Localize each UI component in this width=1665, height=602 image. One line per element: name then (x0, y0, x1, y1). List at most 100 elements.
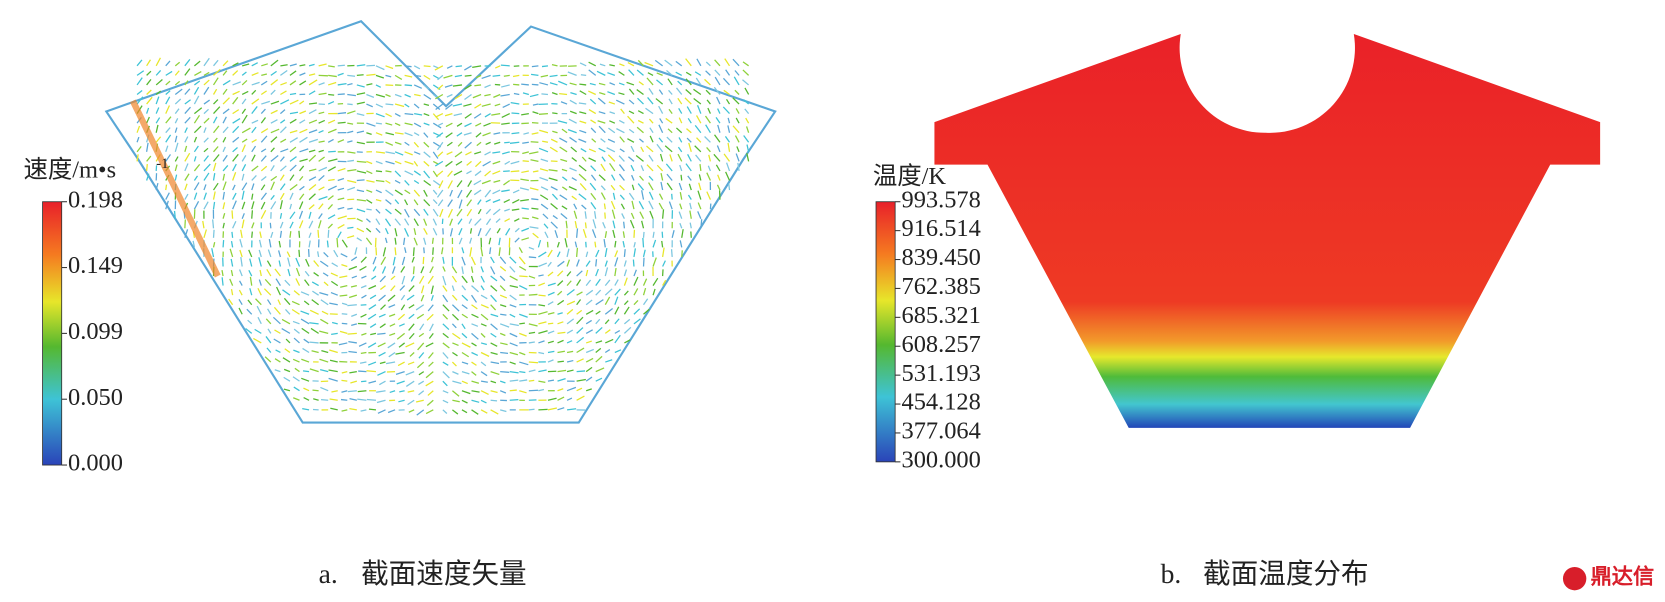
vector-arrow (405, 342, 415, 348)
vector-arrow (501, 113, 511, 119)
vector-arrow (360, 351, 367, 355)
vector-arrow (423, 132, 429, 138)
vector-arrow (349, 370, 357, 374)
vector-arrow (299, 165, 305, 172)
vector-arrow (269, 222, 272, 229)
vector-arrow (522, 160, 529, 163)
vector-arrow (232, 192, 237, 200)
vector-arrow (415, 399, 424, 403)
vector-arrow (258, 249, 262, 258)
vector-arrow (638, 81, 644, 86)
vector-arrow (480, 351, 490, 357)
vector-arrow (499, 266, 507, 272)
vector-arrow (585, 251, 589, 258)
vector-arrow (413, 170, 421, 176)
vector-arrow (347, 169, 357, 172)
vector-arrow (247, 299, 253, 306)
vector-arrow (510, 102, 520, 105)
vector-arrow (514, 227, 520, 233)
vector-arrow (474, 151, 482, 155)
vector-arrow (423, 227, 428, 235)
vector-arrow (381, 266, 387, 274)
vector-arrow (538, 369, 547, 373)
vector-arrow (165, 60, 171, 67)
vector-arrow (618, 71, 625, 76)
vector-arrow (469, 247, 473, 257)
vector-arrow (633, 229, 636, 238)
vector-arrow (594, 241, 597, 248)
vector-arrow (313, 272, 319, 277)
vector-arrow (404, 122, 413, 126)
vector-arrow (248, 269, 253, 277)
vector-arrow (261, 63, 268, 67)
vector-arrow (358, 370, 367, 373)
vector-arrow (485, 208, 492, 215)
vector-arrow (426, 313, 434, 321)
vector-arrow (588, 148, 596, 153)
vector-arrow (270, 79, 279, 86)
vector-arrow (458, 199, 463, 209)
vector-arrow (570, 146, 578, 153)
vector-arrow (413, 189, 421, 197)
vector-arrow (499, 332, 506, 337)
vector-arrow (337, 177, 345, 182)
vector-arrow (578, 173, 587, 181)
vector-arrow (404, 112, 414, 116)
vector-arrow (418, 352, 425, 359)
vector-arrow (559, 92, 568, 96)
vector-arrow (213, 137, 218, 143)
vector-arrow (310, 327, 319, 334)
vector-arrow (605, 359, 613, 363)
vector-arrow (512, 199, 520, 204)
vector-arrow (458, 237, 463, 245)
vector-arrow (222, 146, 226, 153)
vector-arrow (270, 155, 279, 162)
vector-arrow (318, 149, 324, 153)
vector-arrow (407, 399, 415, 406)
vector-arrow (275, 349, 281, 354)
vector-arrow (366, 93, 375, 98)
vector-arrow (498, 247, 501, 256)
vector-arrow (510, 170, 520, 173)
vector-arrow (366, 103, 373, 108)
vector-arrow (715, 117, 721, 124)
vector-arrow (318, 213, 323, 220)
vector-arrow (661, 209, 665, 219)
vector-arrow (356, 179, 365, 182)
vector-arrow (665, 163, 673, 172)
vector-arrow (547, 261, 552, 267)
vector-arrow (356, 64, 366, 67)
vector-arrow (404, 74, 413, 78)
vector-arrow (426, 399, 434, 406)
vector-arrow (633, 308, 641, 315)
vector-arrow (569, 82, 577, 86)
vector-arrow (308, 73, 316, 77)
vector-arrow (654, 59, 664, 67)
vector-arrow (222, 97, 230, 105)
vector-arrow (308, 176, 317, 182)
vector-arrow (370, 332, 377, 336)
vector-arrow (347, 332, 357, 335)
vector-arrow (308, 129, 318, 134)
vector-arrow (366, 189, 373, 193)
vector-arrow (465, 151, 472, 156)
vector-arrow (255, 298, 262, 306)
vector-arrow (270, 201, 277, 210)
vector-arrow (222, 116, 227, 124)
vector-arrow (447, 199, 453, 207)
vector-arrow (557, 321, 564, 325)
vector-arrow (264, 356, 272, 363)
vector-arrow (452, 380, 462, 385)
vector-arrow (379, 323, 386, 329)
vector-arrow (298, 249, 301, 257)
vector-arrow (500, 409, 507, 413)
vector-arrow (513, 83, 520, 86)
vector-arrow (256, 305, 262, 315)
vector-arrow (484, 84, 491, 89)
vector-arrow (461, 332, 468, 339)
vector-arrow (480, 342, 487, 346)
vector-arrow (590, 127, 597, 134)
vector-arrow (174, 80, 181, 86)
vector-arrow (646, 77, 654, 86)
vector-arrow (685, 163, 692, 172)
